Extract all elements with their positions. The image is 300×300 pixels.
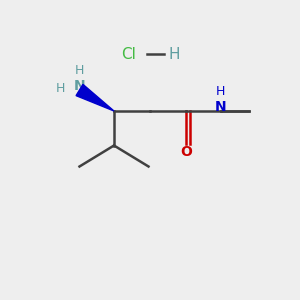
Text: H: H — [75, 64, 84, 77]
Polygon shape — [76, 84, 114, 111]
Text: Cl: Cl — [122, 46, 136, 62]
Text: H: H — [216, 85, 225, 98]
Text: H: H — [55, 82, 65, 95]
Text: N: N — [74, 79, 85, 92]
Text: O: O — [180, 145, 192, 158]
Text: N: N — [215, 100, 226, 114]
Text: H: H — [168, 46, 180, 62]
